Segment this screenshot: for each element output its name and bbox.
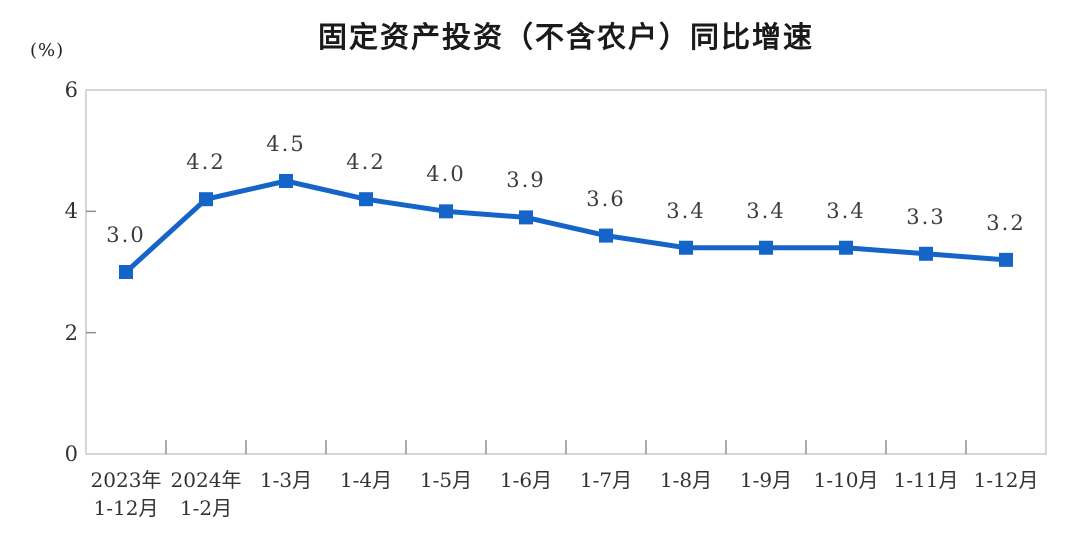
data-label: 3.4 xyxy=(826,198,866,223)
data-label: 3.4 xyxy=(746,198,786,223)
data-point-marker xyxy=(919,246,933,261)
x-axis-tick-label: 1-7月 xyxy=(579,468,633,492)
data-label: 3.4 xyxy=(666,198,706,223)
data-label: 3.2 xyxy=(986,210,1026,235)
x-axis-tick-label: 1-3月 xyxy=(259,468,313,492)
x-axis-tick-label: 1-9月 xyxy=(739,468,793,492)
data-point-marker xyxy=(359,192,373,207)
data-label: 4.5 xyxy=(266,132,306,156)
data-point-marker xyxy=(439,204,453,219)
data-point-marker xyxy=(999,252,1013,267)
chart-title: 固定资产投资（不含农户）同比增速 xyxy=(317,20,814,54)
data-point-marker xyxy=(839,240,853,255)
data-point-marker xyxy=(519,210,533,225)
y-axis-tick-label: 0 xyxy=(64,442,78,466)
data-point-marker xyxy=(599,228,613,243)
x-axis-tick-label: 1-8月 xyxy=(659,468,713,492)
x-axis-tick-label: 1-12月 xyxy=(973,468,1039,492)
x-axis-tick-label: 1-10月 xyxy=(813,468,879,492)
data-point-marker xyxy=(199,192,213,207)
x-axis-tick-label: 2023年 1-12月 xyxy=(90,468,162,520)
y-axis-tick-label: 4 xyxy=(64,199,78,224)
data-point-marker xyxy=(119,265,133,279)
data-label: 3.3 xyxy=(906,204,946,229)
x-axis-tick-label: 2024年 1-2月 xyxy=(170,468,242,520)
data-point-marker xyxy=(759,240,773,255)
data-point-marker xyxy=(279,174,293,188)
data-label: 4.2 xyxy=(186,150,226,175)
plot-border xyxy=(85,89,1047,455)
data-label: 4.0 xyxy=(426,162,466,187)
x-axis-tick-label: 1-11月 xyxy=(893,468,959,492)
y-axis-tick-label: 2 xyxy=(64,320,78,345)
y-axis-unit-label: (%) xyxy=(30,40,65,61)
data-label: 4.2 xyxy=(346,150,386,175)
data-label: 3.9 xyxy=(506,168,546,193)
data-label: 3.0 xyxy=(106,223,146,247)
data-point-marker xyxy=(679,240,693,255)
y-axis-tick-label: 6 xyxy=(64,78,78,102)
x-axis-tick-label: 1-6月 xyxy=(499,468,553,492)
x-axis-tick-label: 1-4月 xyxy=(339,468,393,492)
line-series xyxy=(124,178,1007,274)
x-axis-tick-label: 1-5月 xyxy=(419,468,473,492)
data-label: 3.6 xyxy=(586,186,626,211)
